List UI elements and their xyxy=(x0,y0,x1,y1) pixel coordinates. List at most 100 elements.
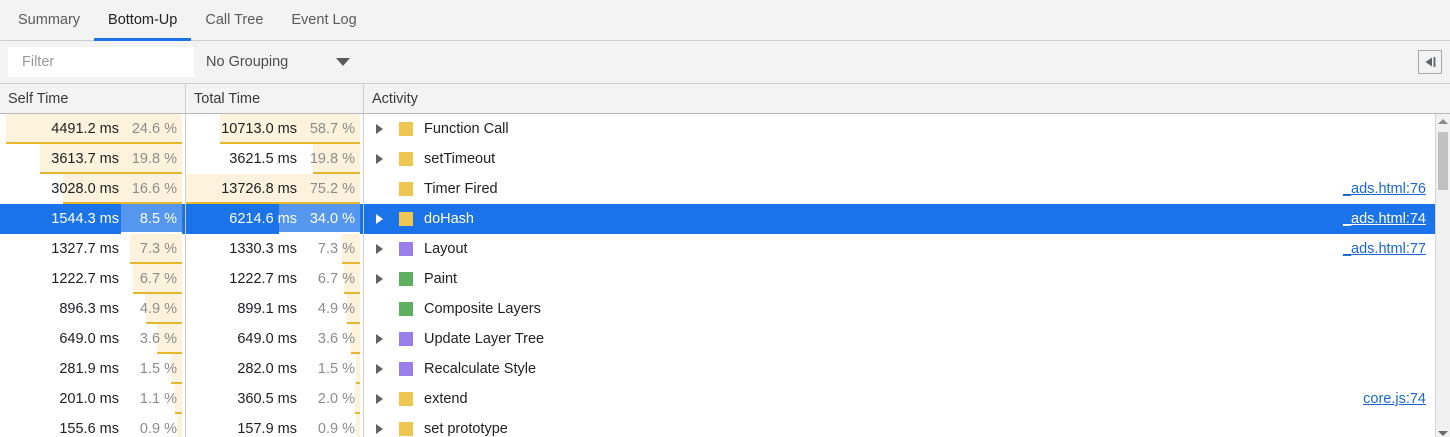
total-time-bar xyxy=(186,174,360,204)
self-time-ms: 201.0 ms xyxy=(59,391,119,407)
expand-triangle-icon[interactable] xyxy=(372,244,386,254)
total-time-percent: 75.2 % xyxy=(309,181,355,197)
table-row[interactable]: 896.3 ms 4.9 % 899.1 ms 4.9 % Composite Laye… xyxy=(0,294,1450,324)
self-time-bar xyxy=(156,324,183,354)
source-location-link[interactable]: _ads.html:74 xyxy=(1342,211,1426,227)
scrollbar-thumb[interactable] xyxy=(1438,132,1448,190)
expand-triangle-icon[interactable] xyxy=(372,424,386,434)
table-row[interactable]: 1222.7 ms 6.7 % 1222.7 ms 6.7 % Paint xyxy=(0,264,1450,294)
cell-total-time: 1330.3 ms 7.3 % xyxy=(186,234,364,264)
cell-total-time: 10713.0 ms 58.7 % xyxy=(186,114,364,144)
total-time-ms: 282.0 ms xyxy=(237,361,297,377)
self-time-percent: 1.1 % xyxy=(139,391,177,407)
total-time-ms: 3621.5 ms xyxy=(229,151,297,167)
self-time-percent: 4.9 % xyxy=(139,301,177,317)
total-time-ms: 13726.8 ms xyxy=(221,181,297,197)
category-color-swatch-icon xyxy=(399,212,413,226)
column-header-self-time[interactable]: Self Time xyxy=(0,84,186,113)
column-header-activity[interactable]: Activity xyxy=(372,90,418,107)
total-time-bar xyxy=(313,144,360,174)
expand-triangle-icon[interactable] xyxy=(372,154,386,164)
source-location-link[interactable]: _ads.html:77 xyxy=(1342,241,1426,257)
category-color-swatch-icon xyxy=(399,422,413,436)
self-time-ms: 896.3 ms xyxy=(59,301,119,317)
activity-name: Composite Layers xyxy=(424,301,541,317)
table-row[interactable]: 155.6 ms 0.9 % 157.9 ms 0.9 % set prototype xyxy=(0,414,1450,437)
self-time-bar xyxy=(174,384,183,414)
category-color-swatch-icon xyxy=(399,122,413,136)
expand-triangle-icon[interactable] xyxy=(372,274,386,284)
cell-total-time: 157.9 ms 0.9 % xyxy=(186,414,364,437)
activity-name: set prototype xyxy=(424,421,508,437)
table-row[interactable]: 3613.7 ms 19.8 % 3621.5 ms 19.8 % setTimeout xyxy=(0,144,1450,174)
column-header-total-time[interactable]: Total Time xyxy=(186,84,364,113)
expand-triangle-icon[interactable] xyxy=(372,214,386,224)
tab-summary[interactable]: Summary xyxy=(18,12,81,28)
self-time-ms: 1222.7 ms xyxy=(51,271,119,287)
total-time-percent: 6.7 % xyxy=(317,271,355,287)
scroll-down-arrow-icon[interactable] xyxy=(1436,426,1450,437)
expand-triangle-icon[interactable] xyxy=(372,334,386,344)
self-time-bar xyxy=(5,114,183,144)
cell-activity: extend core.js:74 xyxy=(364,384,1450,414)
total-time-value-group: 6214.6 ms 34.0 % xyxy=(229,211,363,227)
total-time-percent: 19.8 % xyxy=(309,151,355,167)
total-time-value-group: 360.5 ms 2.0 % xyxy=(237,391,363,407)
expand-triangle-icon[interactable] xyxy=(372,364,386,374)
table-row[interactable]: 1327.7 ms 7.3 % 1330.3 ms 7.3 % Layout _ads.h… xyxy=(0,234,1450,264)
activity-name: Function Call xyxy=(424,121,509,137)
table-row[interactable]: 3028.0 ms 16.6 % 13726.8 ms 75.2 % Timer Fir… xyxy=(0,174,1450,204)
total-time-value-group: 282.0 ms 1.5 % xyxy=(237,361,363,377)
source-location-link[interactable]: _ads.html:76 xyxy=(1342,181,1426,197)
table-row[interactable]: 281.9 ms 1.5 % 282.0 ms 1.5 % Recalculate St… xyxy=(0,354,1450,384)
self-time-ms: 3613.7 ms xyxy=(51,151,119,167)
table-row[interactable]: 201.0 ms 1.1 % 360.5 ms 2.0 % extend core.js:… xyxy=(0,384,1450,414)
total-time-percent: 3.6 % xyxy=(317,331,355,347)
tab-event-log[interactable]: Event Log xyxy=(291,12,357,28)
total-time-value-group: 1330.3 ms 7.3 % xyxy=(229,241,363,257)
tab-call-tree[interactable]: Call Tree xyxy=(205,12,264,28)
filter-field-wrap[interactable] xyxy=(8,47,194,77)
self-time-percent: 24.6 % xyxy=(131,121,177,137)
total-time-ms: 10713.0 ms xyxy=(221,121,297,137)
self-time-bar xyxy=(133,264,182,294)
self-time-percent: 16.6 % xyxy=(131,181,177,197)
total-time-value-group: 899.1 ms 4.9 % xyxy=(237,301,363,317)
self-time-value-group: 155.6 ms 0.9 % xyxy=(59,421,185,437)
category-color-swatch-icon xyxy=(399,332,413,346)
vertical-scrollbar[interactable] xyxy=(1435,114,1450,437)
table-row[interactable]: 1544.3 ms 8.5 % 6214.6 ms 34.0 % doHash _ads.… xyxy=(0,204,1450,234)
self-time-percent: 7.3 % xyxy=(139,241,177,257)
total-time-bar xyxy=(219,114,361,144)
activity-name: Layout xyxy=(424,241,468,257)
total-time-percent: 2.0 % xyxy=(317,391,355,407)
cell-activity: Composite Layers xyxy=(364,294,1450,324)
cell-total-time: 282.0 ms 1.5 % xyxy=(186,354,364,384)
self-time-ms: 4491.2 ms xyxy=(51,121,119,137)
self-time-value-group: 3028.0 ms 16.6 % xyxy=(51,181,185,197)
total-time-bar xyxy=(351,324,360,354)
cell-self-time: 896.3 ms 4.9 % xyxy=(0,294,186,324)
expand-triangle-icon[interactable] xyxy=(372,394,386,404)
total-time-ms: 360.5 ms xyxy=(237,391,297,407)
table-row[interactable]: 4491.2 ms 24.6 % 10713.0 ms 58.7 % Function … xyxy=(0,114,1450,144)
grouping-dropdown[interactable]: No Grouping xyxy=(206,47,351,77)
expand-triangle-icon[interactable] xyxy=(372,124,386,134)
category-color-swatch-icon xyxy=(399,362,413,376)
table-row[interactable]: 649.0 ms 3.6 % 649.0 ms 3.6 % Update Layer T… xyxy=(0,324,1450,354)
tab-bottom-up[interactable]: Bottom-Up xyxy=(94,0,192,41)
self-time-bar xyxy=(171,354,182,384)
show-sidebar-button[interactable] xyxy=(1418,50,1442,74)
total-time-ms: 1222.7 ms xyxy=(229,271,297,287)
chevron-down-icon xyxy=(336,58,351,66)
self-time-bar xyxy=(176,414,182,437)
source-location-link[interactable]: core.js:74 xyxy=(1363,391,1426,407)
filter-input[interactable] xyxy=(8,47,194,77)
total-time-bar xyxy=(356,414,360,437)
cell-self-time: 1327.7 ms 7.3 % xyxy=(0,234,186,264)
cell-activity: set prototype xyxy=(364,414,1450,437)
grid-column-headers: Self Time Total Time Activity xyxy=(0,84,1450,114)
total-time-percent: 0.9 % xyxy=(317,421,355,437)
total-time-value-group: 3621.5 ms 19.8 % xyxy=(229,151,363,167)
scroll-up-arrow-icon[interactable] xyxy=(1436,114,1450,129)
